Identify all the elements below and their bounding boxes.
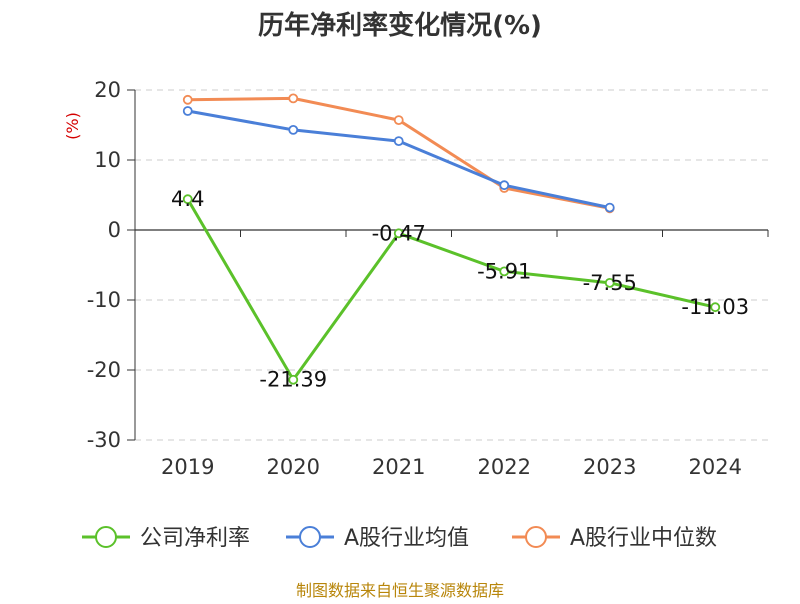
- x-tick-label: 2019: [161, 455, 214, 479]
- data-point: [182, 194, 193, 205]
- x-tick-label: 2021: [372, 455, 425, 479]
- data-label: -21.39: [259, 368, 327, 392]
- data-point: [604, 277, 615, 288]
- series-line: [187, 96, 611, 210]
- data-point: [604, 202, 615, 213]
- data-point: [710, 302, 721, 313]
- data-point: [393, 136, 404, 147]
- y-tick-label: 20: [94, 78, 121, 102]
- x-tick-label: 2020: [267, 455, 320, 479]
- legend-swatch-marker: [95, 526, 117, 548]
- gridlines: [135, 89, 768, 441]
- data-point: [182, 106, 193, 116]
- data-point: [499, 266, 510, 277]
- series-line: [187, 109, 611, 210]
- x-tick-label: 2024: [689, 455, 742, 479]
- data-point: [393, 228, 404, 239]
- legend-swatch-marker: [525, 526, 547, 548]
- data-point: [393, 115, 404, 125]
- data-point: [182, 94, 193, 105]
- y-tick-label: 10: [94, 148, 121, 172]
- series: [182, 93, 721, 385]
- legend-swatch-marker: [299, 526, 321, 548]
- legend-label: 公司净利率: [140, 526, 250, 551]
- y-axis-unit: (%): [63, 112, 82, 140]
- data-label: 4.4: [171, 187, 204, 211]
- data-labels: 4.4 -21.39 -0.47 -5.91 -7.55 -11.03: [171, 187, 749, 392]
- data-label: -5.91: [477, 259, 531, 283]
- y-tick-label: -30: [87, 428, 121, 452]
- legend-label: A股行业中位数: [570, 526, 717, 551]
- axes: 20 10 0 -10 -20 -30 2019 2020 2021 2022 2023 2024: [87, 78, 769, 479]
- series-line: [186, 198, 716, 382]
- data-label: -0.47: [372, 221, 426, 245]
- y-tick-label: -20: [87, 358, 121, 382]
- data-point: [288, 93, 299, 104]
- data-point: [288, 124, 299, 135]
- y-tick-label: -10: [87, 288, 121, 312]
- legend: 公司净利率 A股行业均值 A股行业中位数: [82, 526, 717, 551]
- data-label: -11.03: [681, 295, 749, 319]
- x-tick-label: 2022: [478, 455, 531, 479]
- data-label: -7.55: [583, 271, 637, 295]
- x-tick-label: 2023: [583, 455, 636, 479]
- source-note: 制图数据来自恒生聚源数据库: [296, 581, 504, 600]
- data-point: [499, 180, 510, 191]
- chart-title: 历年净利率变化情况(%): [258, 10, 542, 41]
- y-tick-label: 0: [108, 218, 121, 242]
- data-point: [288, 374, 299, 385]
- legend-label: A股行业均值: [344, 526, 469, 551]
